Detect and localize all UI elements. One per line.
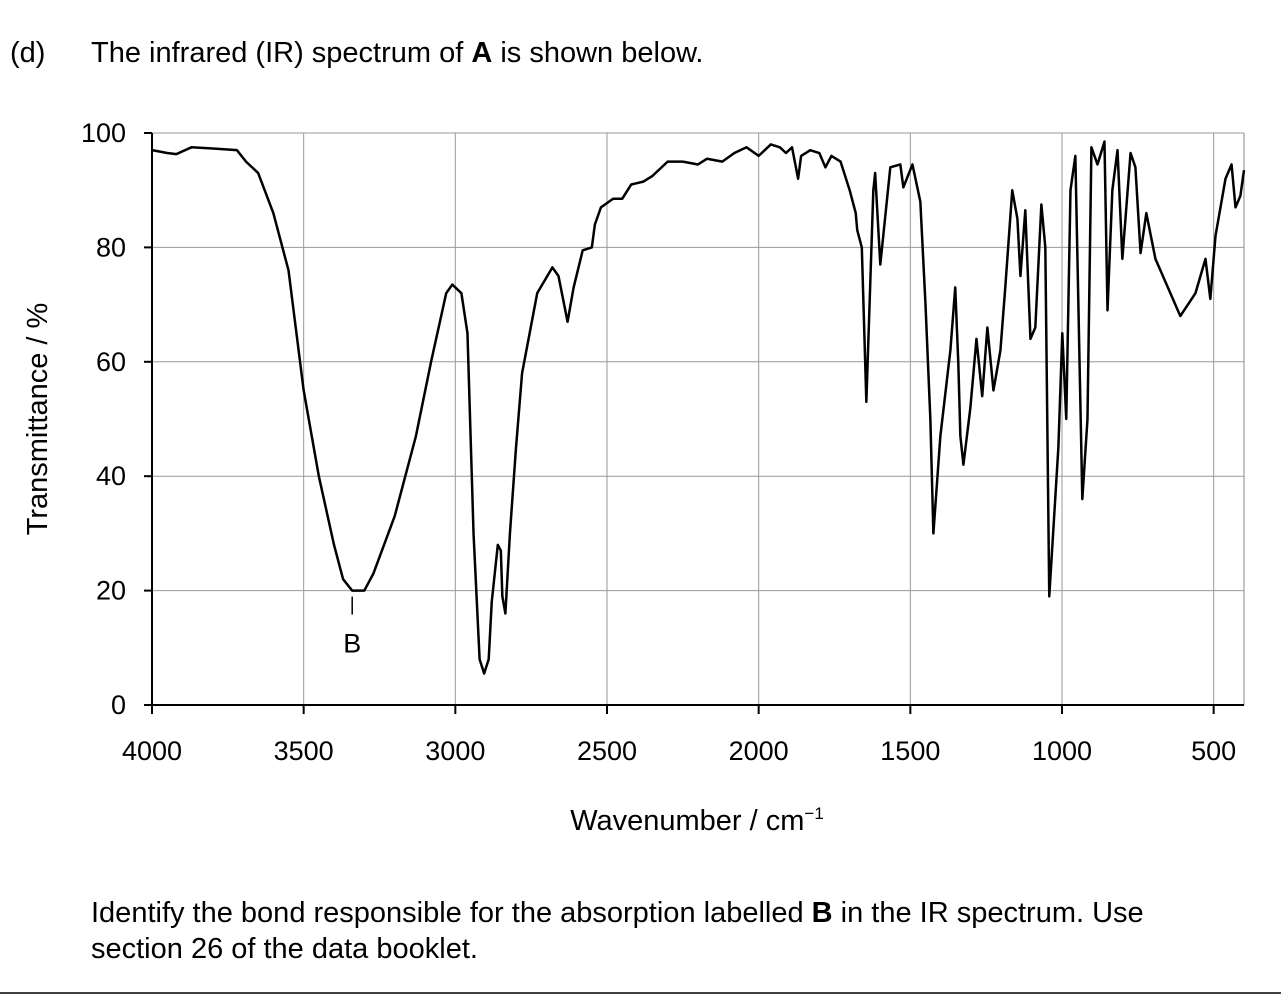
x-tick-label: 3500	[274, 736, 334, 766]
spectrum-line	[151, 140, 1246, 675]
intro-text: is shown below.	[492, 37, 703, 69]
x-tick-label: 4000	[122, 736, 182, 766]
x-tick-label: 1000	[1032, 736, 1092, 766]
x-tick-label: 2500	[577, 736, 637, 766]
y-tick-label: 20	[96, 576, 126, 606]
prompt-text: Identify the bond responsible for the ab…	[91, 897, 812, 929]
question-intro: The infrared (IR) spectrum of A is shown…	[91, 37, 703, 69]
y-axis-label: Transmittance / %	[22, 303, 54, 536]
prompt-text: in the IR spectrum. Use	[833, 897, 1144, 929]
x-label-sup: −1	[804, 804, 823, 823]
y-tick-label: 40	[96, 461, 126, 491]
x-tick-label: 1500	[880, 736, 940, 766]
question-label: (d)	[10, 37, 45, 69]
y-tick-label: 80	[96, 232, 126, 262]
question-prompt: Identify the bond responsible for the ab…	[91, 897, 1144, 929]
prompt-bold: B	[812, 897, 833, 929]
x-tick-label: 2000	[729, 736, 789, 766]
x-axis-label: Wavenumber / cm−1	[570, 804, 824, 837]
question-prompt-line2: section 26 of the data booklet.	[91, 933, 478, 965]
x-label-text: Wavenumber / cm	[570, 805, 804, 837]
x-tick-label: 500	[1191, 736, 1236, 766]
y-tick-label: 100	[81, 118, 126, 148]
intro-bold: A	[471, 37, 492, 69]
annotation-label: B	[343, 629, 361, 659]
y-tick-label: 60	[96, 347, 126, 377]
intro-text: The infrared (IR) spectrum of	[91, 37, 471, 69]
x-tick-label: 3000	[425, 736, 485, 766]
y-tick-label: 0	[111, 690, 126, 720]
